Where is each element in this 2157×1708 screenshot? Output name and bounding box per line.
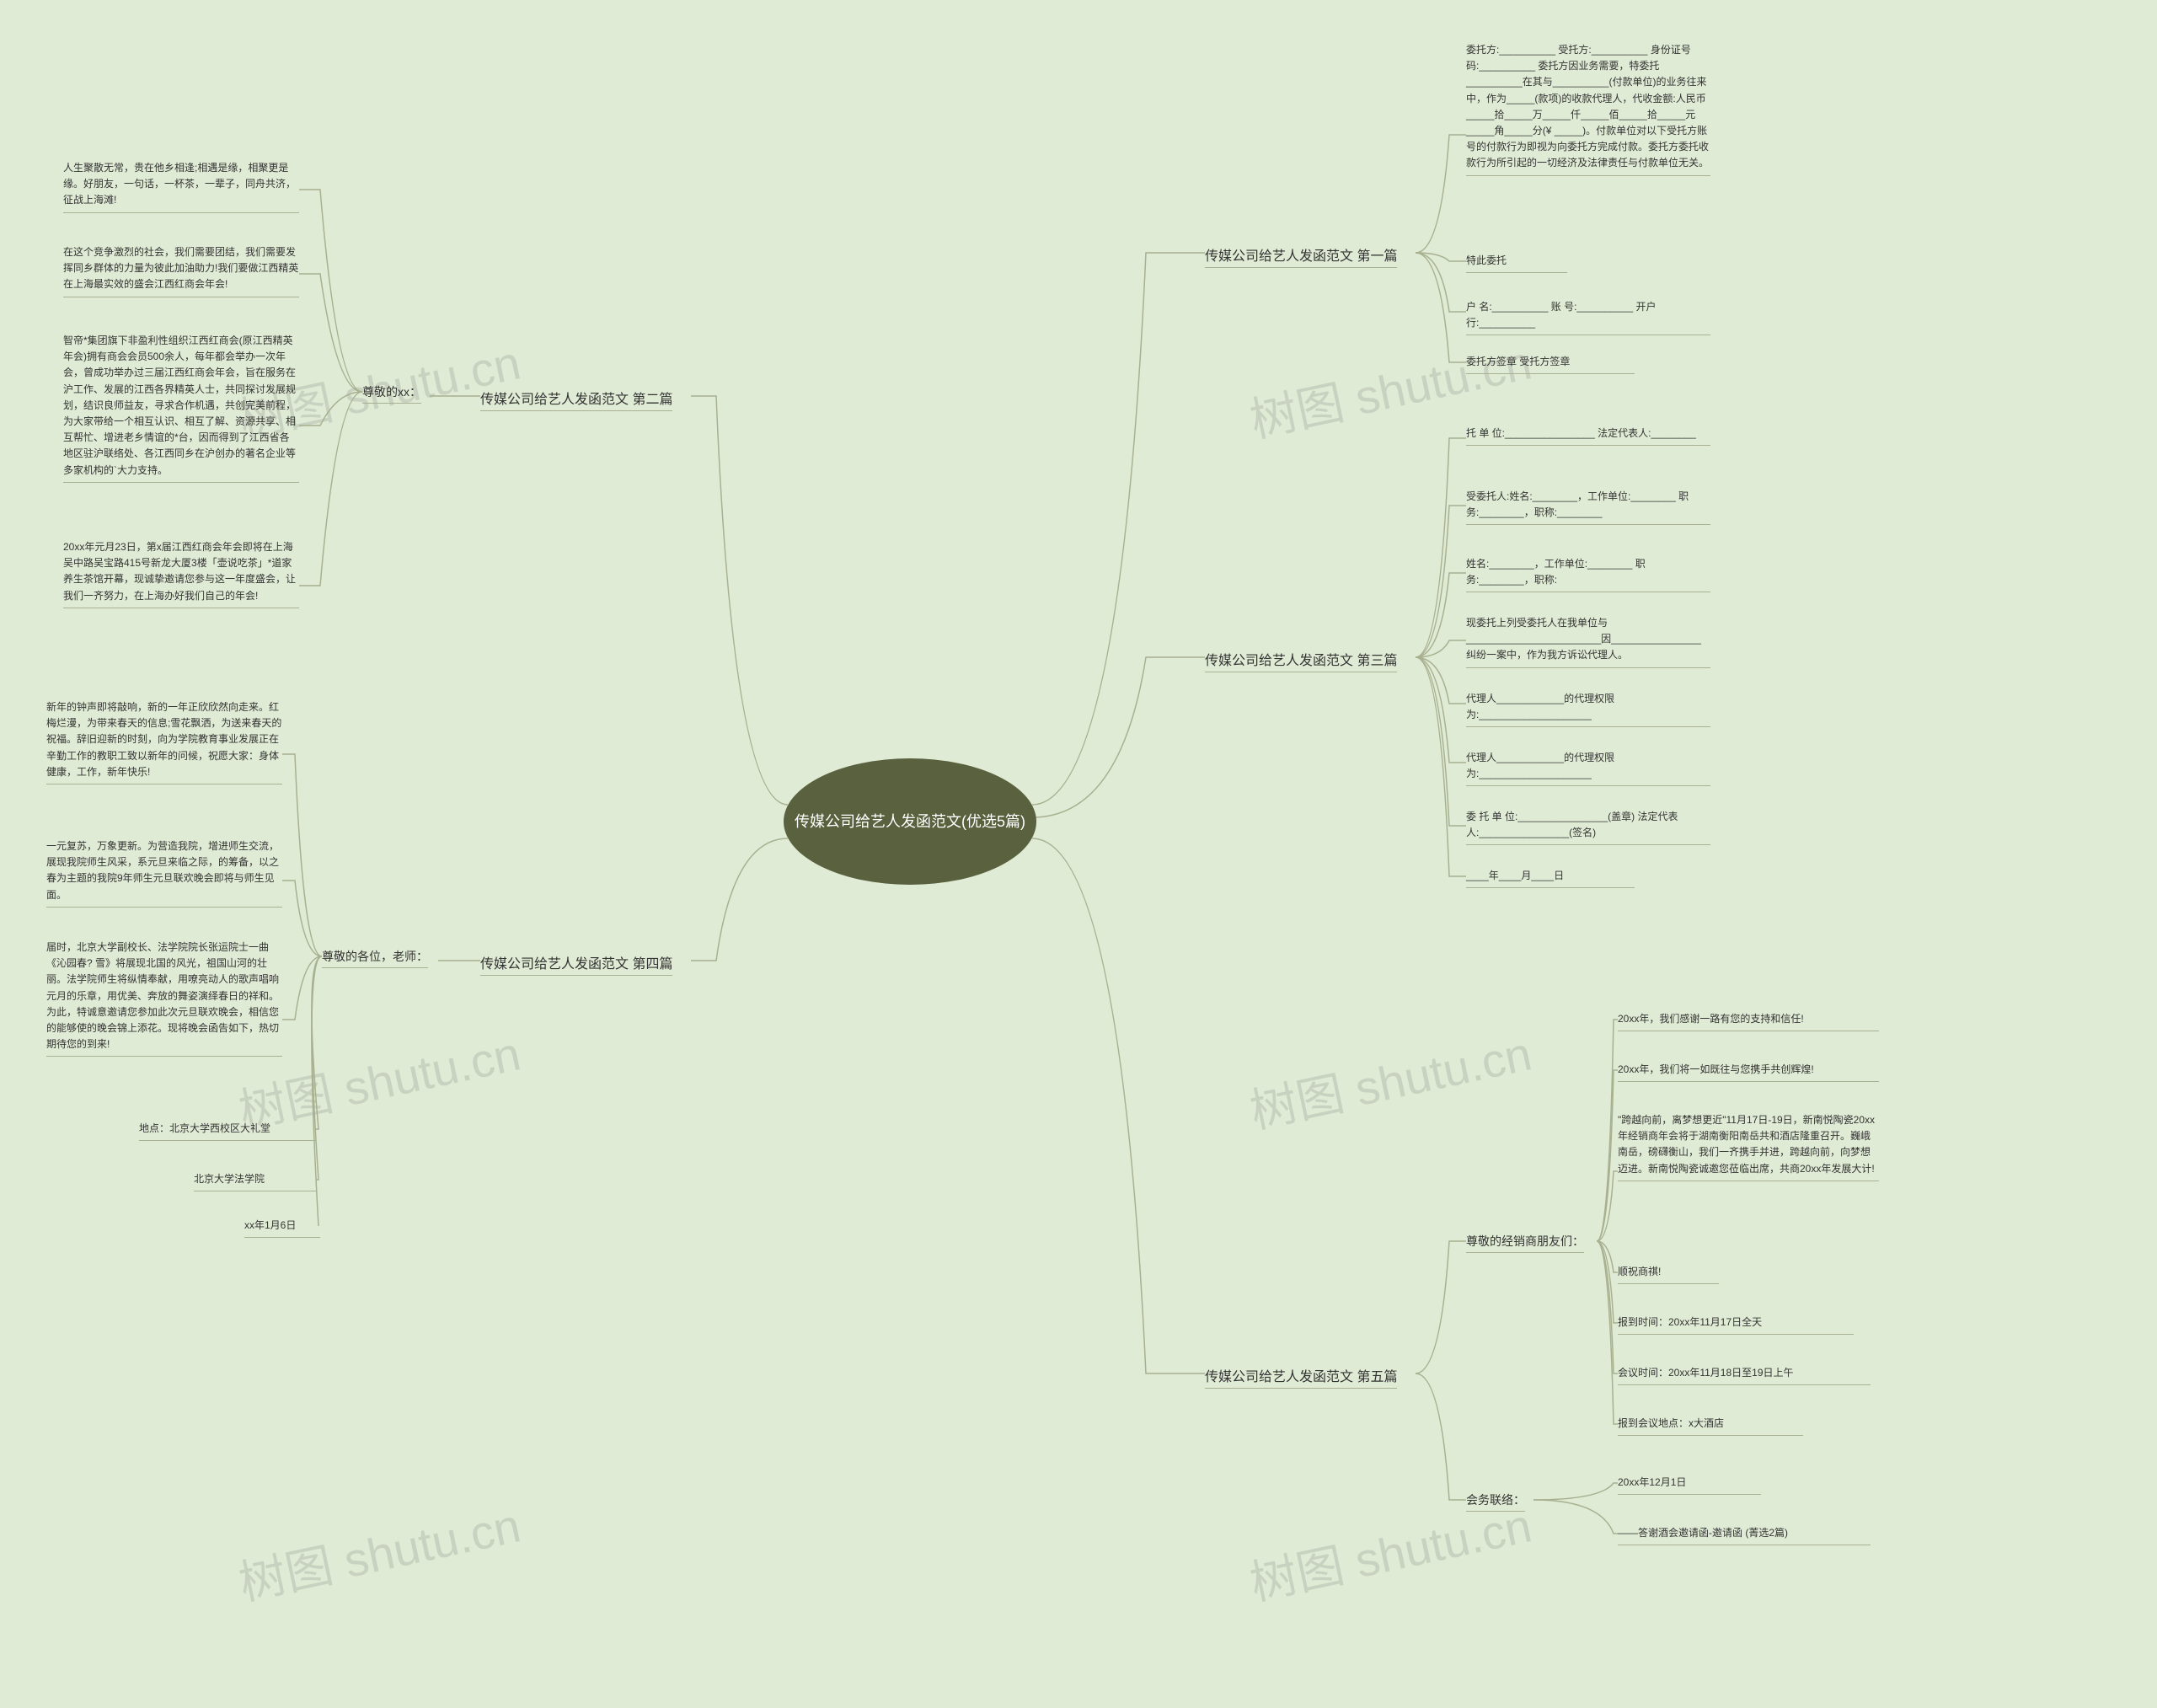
leaf-r5a: 20xx年，我们感谢一路有您的支持和信任! xyxy=(1618,1011,1879,1031)
leaf-l4e: 北京大学法学院 xyxy=(194,1171,316,1191)
leaf-r3a: 托 单 位:________________ 法定代表人:________ xyxy=(1466,426,1710,446)
sub-b5-2: 会务联络： xyxy=(1466,1491,1525,1512)
leaf-r1a: 委托方:__________ 受托方:__________ 身份证号码:____… xyxy=(1466,42,1710,176)
leaf-l4f: xx年1月6日 xyxy=(244,1218,320,1238)
sub-b5-1: 尊敬的经销商朋友们： xyxy=(1466,1233,1584,1253)
leaf-l2d: 20xx年元月23日，第x届江西红商会年会即将在上海吴中路吴宝路415号新龙大厦… xyxy=(63,539,299,608)
leaf-l4c: 届时，北京大学副校长、法学院院长张运院士一曲《沁园春? 雪》将展现北国的风光，祖… xyxy=(46,940,282,1057)
branch-5: 传媒公司给艺人发函范文 第五篇 xyxy=(1205,1365,1397,1389)
branch-4: 传媒公司给艺人发函范文 第四篇 xyxy=(480,952,672,976)
leaf-r1c: 户 名:__________ 账 号:__________ 开户行:______… xyxy=(1466,299,1710,335)
leaf-r5e: 报到时间：20xx年11月17日全天 xyxy=(1618,1314,1854,1335)
center-text: 传媒公司给艺人发函范文(优选5篇) xyxy=(795,811,1025,833)
leaf-r3f: 代理人____________的代理权限为:__________________… xyxy=(1466,750,1710,786)
branch-1: 传媒公司给艺人发函范文 第一篇 xyxy=(1205,244,1397,268)
leaf-r5i: ——答谢酒会邀请函-邀请函 (菁选2篇) xyxy=(1618,1525,1871,1545)
leaf-r5b: 20xx年，我们将一如既往与您携手共创辉煌! xyxy=(1618,1062,1879,1082)
leaf-r5h: 20xx年12月1日 xyxy=(1618,1475,1761,1495)
leaf-r3h: ____年____月____日 xyxy=(1466,868,1635,888)
leaf-l4a: 新年的钟声即将敲响，新的一年正欣欣然向走来。红梅烂漫，为带来春天的信息;雪花飘洒… xyxy=(46,699,282,784)
leaf-l2c: 智帝*集团旗下非盈利性组织江西红商会(原江西精英年会)拥有商会会员500余人，每… xyxy=(63,333,299,483)
leaf-r3c: 姓名:________，工作单位:________ 职务:________，职称… xyxy=(1466,556,1710,592)
leaf-l2a: 人生聚散无常，贵在他乡相逢;相遇是缘，相聚更是缘。好朋友，一句话，一杯茶，一辈子… xyxy=(63,160,299,213)
center-node: 传媒公司给艺人发函范文(优选5篇) xyxy=(784,758,1036,885)
leaf-r1b: 特此委托 xyxy=(1466,253,1567,273)
watermark: 树图 shutu.cn xyxy=(1243,1016,1537,1143)
watermark: 树图 shutu.cn xyxy=(232,1488,526,1614)
leaf-r3d: 现委托上列受委托人在我单位与________________________因_… xyxy=(1466,615,1710,668)
sub-b4: 尊敬的各位，老师： xyxy=(322,948,428,968)
leaf-r3b: 受委托人:姓名:________，工作单位:________ 职务:______… xyxy=(1466,489,1710,525)
leaf-r1d: 委托方签章 受托方签章 xyxy=(1466,354,1635,374)
leaf-r5f: 会议时间：20xx年11月18日至19日上午 xyxy=(1618,1365,1871,1385)
connector-lines xyxy=(0,0,2157,1708)
leaf-r5c: "跨越向前，离梦想更近"11月17日-19日，新南悦陶瓷20xx年经销商年会将于… xyxy=(1618,1112,1879,1181)
leaf-r5d: 顺祝商祺! xyxy=(1618,1264,1719,1284)
leaf-l4d: 地点：北京大学西校区大礼堂 xyxy=(139,1121,316,1141)
branch-3: 传媒公司给艺人发函范文 第三篇 xyxy=(1205,649,1397,672)
leaf-l4b: 一元复苏，万象更新。为营造我院，增进师生交流，展现我院师生风采，系元旦来临之际，… xyxy=(46,838,282,908)
branch-2: 传媒公司给艺人发函范文 第二篇 xyxy=(480,388,672,411)
leaf-r3e: 代理人____________的代理权限为:__________________… xyxy=(1466,691,1710,727)
leaf-l2b: 在这个竞争激烈的社会，我们需要团结，我们需要发挥同乡群体的力量为彼此加油助力!我… xyxy=(63,244,299,297)
leaf-r5g: 报到会议地点：x大酒店 xyxy=(1618,1416,1803,1436)
sub-b2: 尊敬的xx： xyxy=(362,383,421,404)
leaf-r3g: 委 托 单 位:________________(盖章) 法定代表人:_____… xyxy=(1466,809,1710,845)
